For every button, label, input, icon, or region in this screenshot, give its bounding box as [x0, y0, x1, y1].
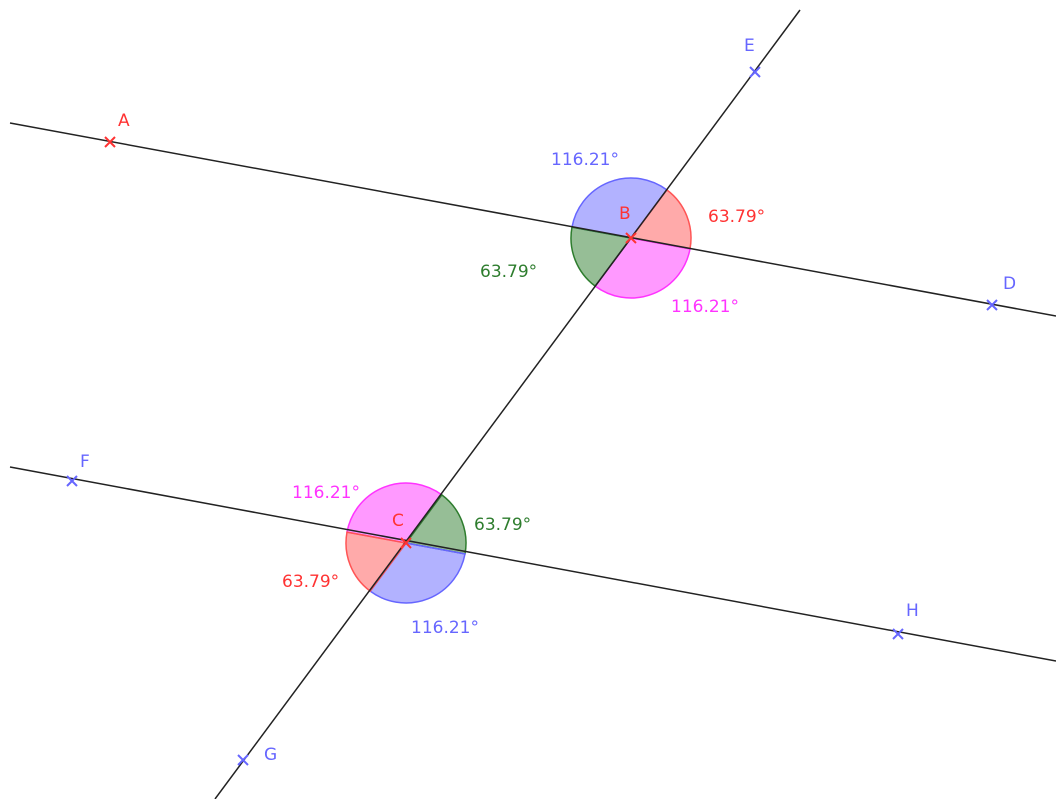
point-marker: [237, 754, 249, 766]
point-marker: [400, 537, 412, 549]
angle-label: 116.21°: [411, 618, 479, 638]
point-marker: [625, 232, 637, 244]
angle-sector: [594, 237, 691, 299]
point-marker: [986, 299, 998, 311]
angle-sector: [346, 482, 443, 544]
angle-sector: [571, 177, 668, 239]
point-label: G: [264, 745, 277, 765]
angle-label: 116.21°: [292, 483, 360, 503]
point-label: E: [744, 36, 755, 56]
transversal-eg: [214, 9, 801, 799]
point-label: F: [80, 452, 90, 472]
point-label: H: [906, 601, 919, 621]
point-label: B: [619, 204, 631, 224]
angle-label: 116.21°: [551, 150, 619, 170]
angle-label: 63.79°: [474, 515, 531, 535]
point-marker: [892, 628, 904, 640]
angle-sector: [570, 226, 633, 288]
angle-label: 116.21°: [671, 297, 739, 317]
angle-label: 63.79°: [708, 207, 765, 227]
point-marker: [104, 136, 116, 148]
line-fh: [9, 466, 1056, 662]
angle-label: 63.79°: [480, 262, 537, 282]
point-label: C: [392, 511, 404, 531]
point-marker: [749, 66, 761, 78]
angle-sector: [629, 188, 692, 250]
angle-label: 63.79°: [282, 572, 339, 592]
angle-sector: [345, 531, 408, 593]
point-marker: [66, 475, 78, 487]
point-label: D: [1003, 274, 1016, 294]
point-label: A: [118, 111, 130, 131]
line-ad: [9, 122, 1056, 317]
angle-sector: [369, 542, 466, 604]
